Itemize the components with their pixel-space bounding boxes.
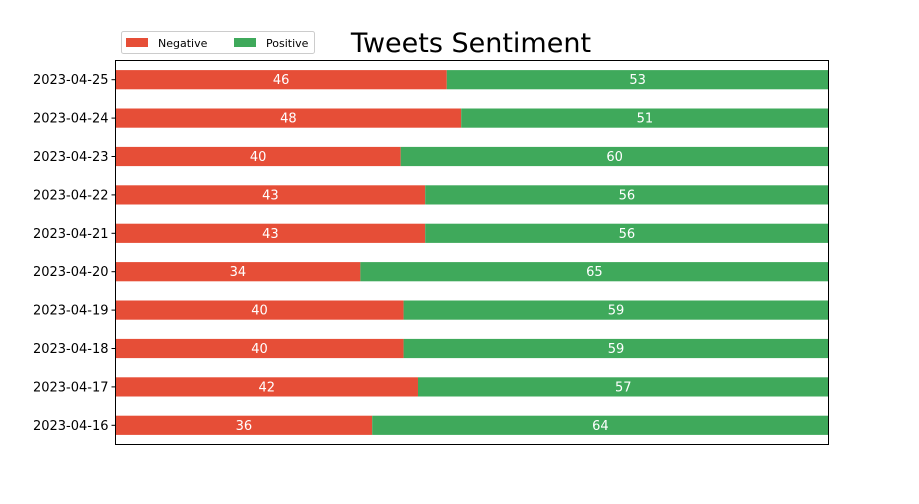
bar-positive-2023-04-24 (461, 108, 829, 128)
y-tick-label: 2023-04-23 (33, 150, 109, 165)
data-label-positive-2023-04-20: 65 (586, 265, 603, 280)
data-label-negative-2023-04-19: 40 (251, 304, 268, 319)
y-tick-label: 2023-04-22 (33, 188, 109, 203)
bar-negative-2023-04-17 (115, 377, 418, 397)
y-tick-label: 2023-04-17 (33, 380, 109, 395)
data-label-negative-2023-04-17: 42 (258, 380, 275, 395)
data-label-negative-2023-04-25: 46 (273, 73, 290, 88)
data-label-negative-2023-04-21: 43 (262, 227, 279, 242)
legend-frame (121, 31, 315, 54)
bar-positive-2023-04-23 (400, 146, 829, 167)
legend-swatch-positive (234, 38, 256, 47)
data-label-positive-2023-04-16: 64 (592, 419, 609, 434)
data-label-positive-2023-04-19: 59 (608, 304, 625, 319)
y-tick-label: 2023-04-16 (33, 419, 109, 434)
data-label-negative-2023-04-18: 40 (251, 342, 268, 357)
bar-positive-2023-04-19 (403, 300, 829, 320)
legend-items: Negative Positive (126, 37, 309, 50)
chart-title: Tweets Sentiment (350, 28, 591, 59)
data-label-positive-2023-04-25: 53 (629, 73, 646, 88)
bar-positive-2023-04-17 (417, 377, 829, 397)
y-tick-label: 2023-04-19 (33, 304, 109, 319)
y-tick-label: 2023-04-25 (33, 73, 109, 88)
legend-swatch-negative (126, 38, 148, 47)
bar-negative-2023-04-16 (115, 415, 373, 435)
bar-negative-2023-04-18 (115, 338, 404, 359)
data-label-negative-2023-04-20: 34 (230, 265, 247, 280)
bar-positive-2023-04-18 (403, 338, 829, 359)
plot-frame (115, 60, 829, 445)
bar-positive-2023-04-22 (425, 185, 829, 205)
bar-negative-2023-04-19 (115, 300, 404, 320)
data-label-negative-2023-04-22: 43 (262, 188, 279, 203)
bar-negative-2023-04-22 (115, 185, 426, 205)
bar-positive-2023-04-20 (360, 262, 829, 282)
bar-positive-2023-04-21 (425, 223, 829, 243)
data-label-negative-2023-04-24: 48 (280, 112, 297, 127)
legend-label-positive: Positive (266, 37, 309, 50)
bar-negative-2023-04-20 (115, 262, 361, 282)
data-label-positive-2023-04-18: 59 (608, 342, 625, 357)
bar-negative-2023-04-21 (115, 223, 426, 243)
bar-negative-2023-04-23 (115, 146, 401, 167)
data-label-positive-2023-04-22: 56 (619, 188, 636, 203)
legend-label-negative: Negative (158, 37, 208, 50)
bar-positive-2023-04-16 (372, 415, 829, 435)
plot-area: 36 64 2023-04-16 42 57 2023-04-17 40 59 2023-04-… (33, 70, 829, 435)
y-tick-label: 2023-04-20 (33, 265, 109, 280)
data-label-negative-2023-04-23: 40 (250, 150, 267, 165)
legend: Negative Positive (121, 31, 315, 54)
bar-negative-2023-04-24 (115, 108, 462, 128)
data-label-positive-2023-04-23: 60 (606, 150, 623, 165)
bar-negative-2023-04-25 (115, 70, 447, 90)
y-tick-label: 2023-04-24 (33, 112, 109, 127)
data-label-positive-2023-04-21: 56 (619, 227, 636, 242)
data-label-negative-2023-04-16: 36 (236, 419, 253, 434)
data-label-positive-2023-04-24: 51 (637, 112, 654, 127)
data-label-positive-2023-04-17: 57 (615, 380, 632, 395)
y-tick-label: 2023-04-18 (33, 342, 109, 357)
bar-positive-2023-04-25 (446, 70, 829, 90)
y-tick-label: 2023-04-21 (33, 227, 109, 242)
